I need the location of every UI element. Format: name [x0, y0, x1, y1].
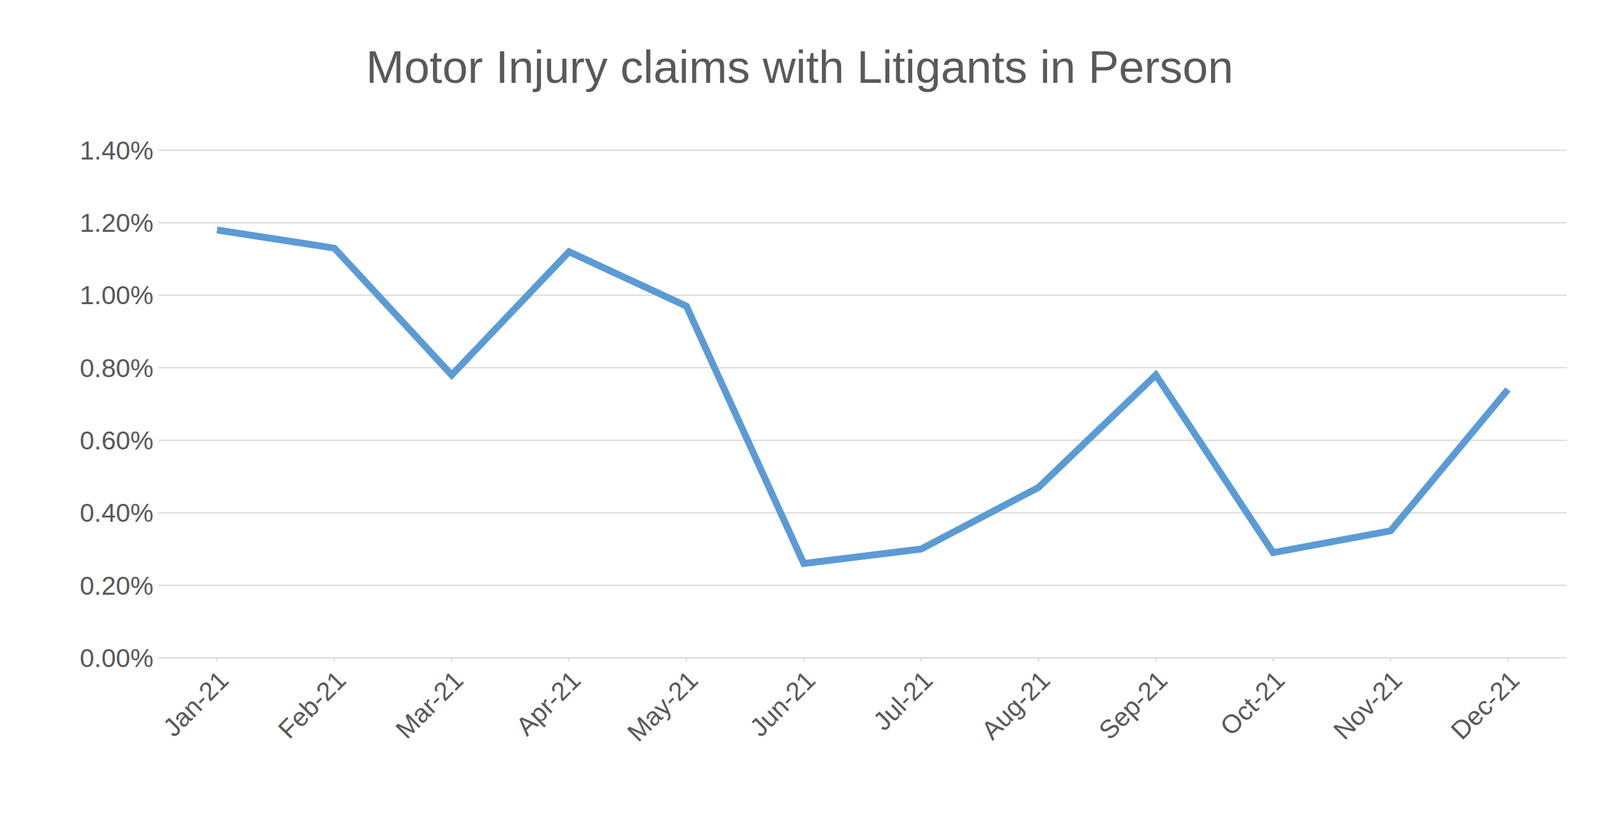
svg-text:Mar-21: Mar-21: [390, 665, 469, 745]
svg-text:May-21: May-21: [621, 665, 704, 748]
svg-text:Jan-21: Jan-21: [157, 665, 234, 743]
svg-text:Jul-21: Jul-21: [867, 665, 939, 736]
svg-text:1.20%: 1.20%: [79, 208, 154, 238]
svg-text:0.60%: 0.60%: [79, 426, 154, 456]
svg-text:Feb-21: Feb-21: [272, 665, 352, 745]
svg-text:0.80%: 0.80%: [79, 353, 154, 383]
html-text:Motor Injury claims with Litig: Motor Injury claims with Litigants in Pe…: [366, 41, 1234, 93]
svg-text:Oct-21: Oct-21: [1214, 665, 1291, 741]
svg-text:Apr-21: Apr-21: [510, 665, 586, 741]
svg-text:Dec-21: Dec-21: [1445, 665, 1526, 746]
svg-text:0.00%: 0.00%: [79, 643, 154, 673]
svg-text:Jun-21: Jun-21: [744, 665, 821, 743]
svg-text:Nov-21: Nov-21: [1327, 665, 1408, 746]
svg-text:0.20%: 0.20%: [79, 571, 154, 601]
svg-text:1.00%: 1.00%: [79, 280, 154, 310]
svg-text:1.40%: 1.40%: [79, 136, 154, 166]
svg-text:0.40%: 0.40%: [79, 498, 154, 528]
svg-text:Sep-21: Sep-21: [1092, 665, 1173, 746]
svg-text:Aug-21: Aug-21: [975, 665, 1056, 746]
